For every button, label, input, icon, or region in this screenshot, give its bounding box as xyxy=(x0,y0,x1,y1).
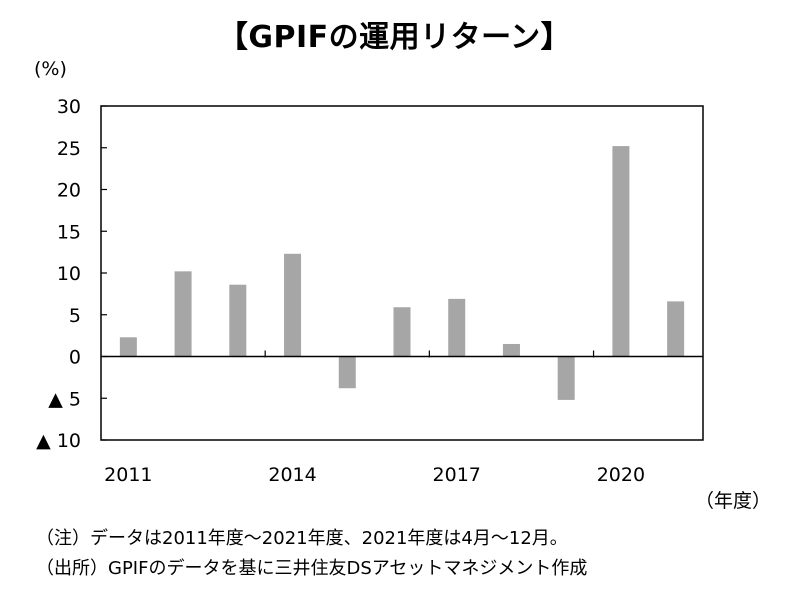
y-tick-label: 0 xyxy=(69,347,81,369)
bar xyxy=(612,146,630,357)
bar xyxy=(393,307,411,357)
bar xyxy=(557,356,575,400)
y-tick-label: 5 xyxy=(69,305,81,327)
source-text: （出所）GPIFのデータを基に三井住友DSアセットマネジメント作成 xyxy=(36,558,588,579)
bar xyxy=(667,301,685,357)
bar xyxy=(174,271,192,357)
y-tick-label: ▲ 5 xyxy=(48,388,81,410)
y-tick-label: 25 xyxy=(57,138,81,160)
bar xyxy=(502,343,520,357)
chart-title: 【GPIFの運用リターン】 xyxy=(217,20,572,55)
x-tick-label: 2020 xyxy=(597,464,645,486)
bar xyxy=(284,253,302,357)
y-axis-unit: (%) xyxy=(34,58,67,80)
y-tick-label: 30 xyxy=(57,96,81,118)
note-text: （注）データは2011年度～2021年度、2021年度は4月～12月。 xyxy=(36,528,568,549)
x-tick-label: 2014 xyxy=(268,464,316,486)
y-tick-label: 15 xyxy=(57,221,81,243)
y-tick-label: 20 xyxy=(57,180,81,202)
plot-area: 30 25 20 15 10 5 0 ▲ 5 ▲ 10 2011 2014 2017 2020 xyxy=(36,96,704,486)
bar xyxy=(119,337,137,357)
bar xyxy=(229,284,247,357)
y-tick-label: ▲ 10 xyxy=(36,430,81,452)
x-tick-label: 2011 xyxy=(104,464,152,486)
bar xyxy=(448,298,466,357)
bar xyxy=(338,356,356,389)
x-axis-unit: （年度） xyxy=(694,490,771,512)
y-tick-label: 10 xyxy=(57,263,81,285)
x-tick-label: 2017 xyxy=(433,464,481,486)
